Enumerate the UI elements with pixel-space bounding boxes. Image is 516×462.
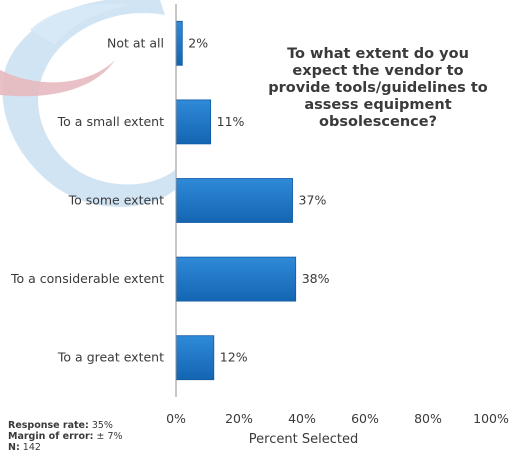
response-rate-line: Response rate: 35% (8, 420, 123, 431)
sample-size-value: 142 (22, 442, 41, 453)
sample-size-label: N: (8, 442, 20, 453)
value-label-1: 2% (188, 35, 208, 50)
chart-title: To what extent do you expect the vendor … (268, 46, 488, 130)
value-label-3: 37% (299, 193, 327, 208)
response-rate-value: 35% (91, 420, 113, 431)
sample-size-line: N: 142 (8, 442, 123, 453)
survey-notes: Response rate: 35% Margin of error: ± 7%… (8, 420, 123, 453)
category-label-1: Not at all (107, 35, 164, 50)
x-tick-label-1: 0% (166, 411, 186, 426)
x-tick-label-3: 40% (288, 411, 316, 426)
bar-2 (175, 99, 212, 145)
bar-1 (175, 20, 183, 66)
bars-group: Not at all 2% To a small extent 11% To some … (10, 20, 330, 381)
margin-of-error-value: ± 7% (96, 431, 123, 442)
response-rate-label: Response rate: (8, 420, 89, 431)
x-tick-label-5: 80% (414, 411, 442, 426)
value-label-4: 38% (302, 271, 330, 286)
value-label-2: 11% (217, 114, 245, 129)
category-label-3: To some extent (68, 193, 165, 208)
x-tick-label-4: 60% (351, 411, 379, 426)
category-label-2: To a small extent (57, 114, 164, 129)
value-label-5: 12% (220, 350, 248, 365)
watermark-logo (0, 0, 175, 207)
x-axis-ticks: 0% 20% 40% 60% 80% 100% (166, 411, 509, 426)
x-tick-label-6: 100% (473, 411, 509, 426)
margin-of-error-line: Margin of error: ± 7% (8, 431, 123, 442)
category-label-5: To a great extent (57, 350, 164, 365)
bar-3 (175, 178, 293, 223)
x-axis-title: Percent Selected (249, 432, 358, 447)
bar-5 (175, 335, 215, 381)
bar-4 (175, 256, 297, 302)
x-tick-label-2: 20% (225, 411, 253, 426)
margin-of-error-label: Margin of error: (8, 431, 94, 442)
category-label-4: To a considerable extent (10, 271, 164, 286)
